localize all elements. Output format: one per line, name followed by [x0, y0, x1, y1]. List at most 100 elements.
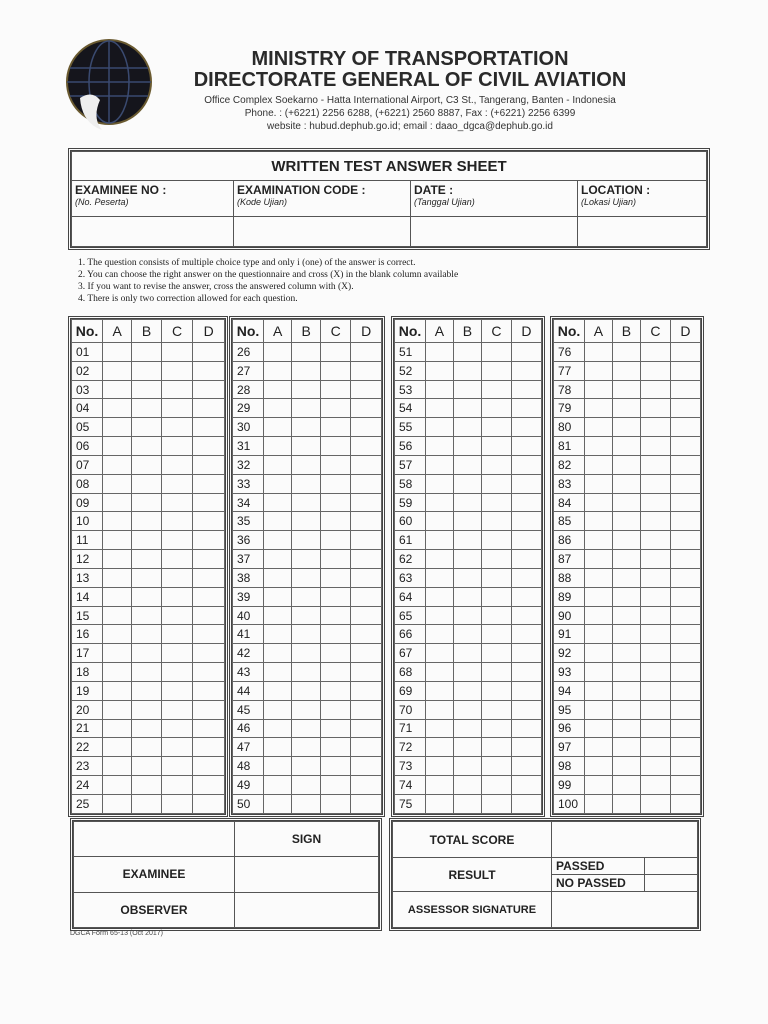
- answer-cell-c[interactable]: [639, 454, 671, 475]
- answer-cell-c[interactable]: [319, 454, 352, 475]
- answer-cell-d[interactable]: [350, 454, 382, 475]
- answer-cell-b[interactable]: [611, 473, 641, 494]
- answer-cell-c[interactable]: [480, 662, 512, 682]
- answer-cell-a[interactable]: [584, 737, 613, 758]
- answer-cell-c[interactable]: [319, 360, 352, 381]
- answer-cell-d[interactable]: [192, 586, 225, 607]
- answer-cell-c[interactable]: [319, 417, 352, 438]
- answer-cell-d[interactable]: [192, 342, 225, 362]
- answer-cell-a[interactable]: [584, 793, 613, 815]
- answer-cell-a[interactable]: [262, 775, 293, 795]
- answer-cell-b[interactable]: [452, 417, 482, 438]
- answer-cell-c[interactable]: [480, 398, 512, 419]
- answer-cell-a[interactable]: [425, 454, 454, 475]
- answer-cell-b[interactable]: [291, 379, 321, 400]
- answer-cell-b[interactable]: [131, 436, 162, 456]
- answer-cell-a[interactable]: [101, 454, 133, 475]
- answer-cell-b[interactable]: [452, 793, 482, 815]
- answer-cell-c[interactable]: [480, 417, 512, 438]
- answer-cell-d[interactable]: [192, 662, 225, 682]
- answer-cell-c[interactable]: [160, 775, 194, 795]
- answer-cell-c[interactable]: [319, 662, 352, 682]
- answer-cell-d[interactable]: [350, 662, 382, 682]
- answer-cell-c[interactable]: [480, 737, 512, 758]
- answer-cell-c[interactable]: [160, 624, 194, 645]
- answer-cell-a[interactable]: [584, 775, 613, 795]
- answer-cell-a[interactable]: [584, 417, 613, 438]
- answer-cell-d[interactable]: [510, 605, 543, 626]
- answer-cell-d[interactable]: [192, 718, 225, 739]
- answer-cell-c[interactable]: [639, 775, 671, 795]
- answer-cell-a[interactable]: [101, 718, 133, 739]
- answer-cell-b[interactable]: [452, 436, 482, 456]
- answer-cell-c[interactable]: [319, 756, 352, 777]
- answer-cell-b[interactable]: [291, 436, 321, 456]
- answer-cell-d[interactable]: [510, 662, 543, 682]
- answer-cell-c[interactable]: [319, 379, 352, 400]
- answer-cell-b[interactable]: [291, 454, 321, 475]
- answer-cell-b[interactable]: [291, 718, 321, 739]
- answer-cell-a[interactable]: [262, 511, 293, 532]
- answer-cell-b[interactable]: [452, 662, 482, 682]
- answer-cell-b[interactable]: [131, 473, 162, 494]
- answer-cell-a[interactable]: [262, 473, 293, 494]
- answer-cell-c[interactable]: [319, 737, 352, 758]
- answer-cell-b[interactable]: [611, 643, 641, 664]
- answer-cell-a[interactable]: [425, 662, 454, 682]
- answer-cell-d[interactable]: [510, 417, 543, 438]
- answer-cell-a[interactable]: [101, 680, 133, 701]
- answer-cell-a[interactable]: [262, 643, 293, 664]
- answer-cell-c[interactable]: [160, 737, 194, 758]
- answer-cell-a[interactable]: [262, 398, 293, 419]
- answer-cell-c[interactable]: [480, 699, 512, 720]
- answer-cell-c[interactable]: [639, 605, 671, 626]
- answer-cell-d[interactable]: [350, 699, 382, 720]
- answer-cell-d[interactable]: [350, 549, 382, 569]
- answer-cell-a[interactable]: [262, 718, 293, 739]
- answer-cell-c[interactable]: [639, 756, 671, 777]
- answer-cell-c[interactable]: [160, 586, 194, 607]
- exam-code-field[interactable]: [233, 216, 411, 247]
- answer-cell-d[interactable]: [510, 567, 543, 588]
- answer-cell-d[interactable]: [192, 549, 225, 569]
- answer-cell-b[interactable]: [131, 379, 162, 400]
- answer-cell-c[interactable]: [319, 605, 352, 626]
- answer-cell-c[interactable]: [160, 342, 194, 362]
- answer-cell-d[interactable]: [350, 624, 382, 645]
- answer-cell-a[interactable]: [262, 793, 293, 815]
- answer-cell-c[interactable]: [639, 680, 671, 701]
- answer-cell-b[interactable]: [452, 605, 482, 626]
- answer-cell-d[interactable]: [192, 454, 225, 475]
- answer-cell-a[interactable]: [425, 624, 454, 645]
- answer-cell-d[interactable]: [192, 643, 225, 664]
- answer-cell-a[interactable]: [101, 511, 133, 532]
- answer-cell-b[interactable]: [291, 793, 321, 815]
- answer-cell-b[interactable]: [291, 342, 321, 362]
- answer-cell-d[interactable]: [350, 793, 382, 815]
- answer-cell-a[interactable]: [262, 680, 293, 701]
- answer-cell-b[interactable]: [131, 643, 162, 664]
- answer-cell-a[interactable]: [584, 530, 613, 551]
- answer-cell-b[interactable]: [611, 680, 641, 701]
- answer-cell-a[interactable]: [101, 549, 133, 569]
- answer-cell-c[interactable]: [480, 379, 512, 400]
- answer-cell-d[interactable]: [669, 680, 702, 701]
- answer-cell-d[interactable]: [510, 718, 543, 739]
- answer-cell-d[interactable]: [669, 643, 702, 664]
- answer-cell-c[interactable]: [480, 511, 512, 532]
- answer-cell-b[interactable]: [291, 662, 321, 682]
- answer-cell-c[interactable]: [319, 586, 352, 607]
- answer-cell-d[interactable]: [192, 417, 225, 438]
- answer-cell-c[interactable]: [639, 737, 671, 758]
- answer-cell-c[interactable]: [319, 530, 352, 551]
- answer-cell-b[interactable]: [611, 775, 641, 795]
- answer-cell-b[interactable]: [291, 737, 321, 758]
- answer-cell-a[interactable]: [101, 342, 133, 362]
- answer-cell-a[interactable]: [425, 680, 454, 701]
- answer-cell-c[interactable]: [480, 718, 512, 739]
- answer-cell-a[interactable]: [425, 718, 454, 739]
- answer-cell-a[interactable]: [425, 398, 454, 419]
- answer-cell-a[interactable]: [584, 586, 613, 607]
- answer-cell-c[interactable]: [480, 454, 512, 475]
- answer-cell-a[interactable]: [584, 360, 613, 381]
